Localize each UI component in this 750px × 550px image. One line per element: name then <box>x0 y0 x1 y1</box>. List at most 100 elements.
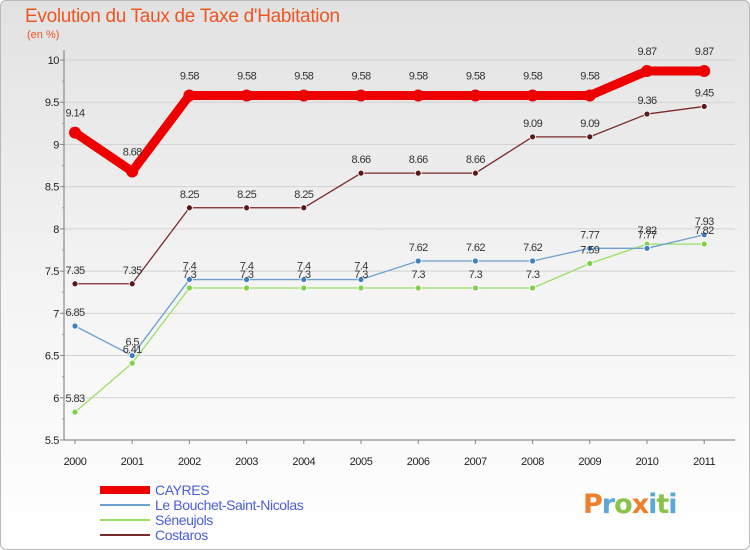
data-labels-group: 9.14 8.68 9.58 9.58 9.58 9.58 9.58 9.58 9.58 9.58… <box>65 46 714 405</box>
data-label: 7.77 <box>637 229 656 241</box>
data-label: 7.62 <box>523 242 542 254</box>
x-tick-label: 2007 <box>464 456 487 468</box>
x-tick-label: 2002 <box>178 456 201 468</box>
proxiti-logo: Proxiti <box>583 489 678 520</box>
data-label: 9.58 <box>580 70 599 82</box>
x-tick-label: 2000 <box>64 456 87 468</box>
data-point <box>185 204 193 212</box>
chart-unit-label: (en %) <box>27 29 60 41</box>
data-label: 7.35 <box>65 265 84 277</box>
data-point <box>641 64 653 77</box>
data-label: 7.4 <box>240 261 254 273</box>
data-label: 7.4 <box>354 261 368 273</box>
data-label: 8.25 <box>237 189 256 201</box>
data-label: 9.58 <box>523 70 542 82</box>
data-label: 6.85 <box>65 307 84 319</box>
y-tick-label: 6 <box>53 393 59 405</box>
data-label: 9.87 <box>637 46 656 58</box>
data-point <box>243 276 251 283</box>
data-point <box>526 89 539 102</box>
data-label: 9.09 <box>580 118 599 130</box>
data-point <box>414 169 422 177</box>
axes <box>60 50 735 444</box>
data-point <box>183 89 196 102</box>
x-tick-label: 2004 <box>292 456 315 468</box>
data-point <box>69 126 81 139</box>
data-point <box>529 284 536 292</box>
series-line-2 <box>74 243 705 413</box>
y-tick-label: 10 <box>48 55 60 67</box>
data-point <box>185 284 193 292</box>
data-label: 9.14 <box>65 108 84 120</box>
data-label: 9.09 <box>523 118 542 130</box>
data-label: 9.45 <box>695 87 714 99</box>
legend-item-costaros: Costaros <box>100 527 420 543</box>
data-point <box>469 89 482 102</box>
data-label: 8.25 <box>180 189 199 201</box>
data-point <box>126 165 139 178</box>
data-point <box>643 244 651 252</box>
x-tick-label: 2010 <box>636 456 659 468</box>
data-label: 7.3 <box>240 269 254 281</box>
legend-label-costaros: Costaros <box>155 527 208 543</box>
data-point <box>700 231 708 239</box>
data-point <box>586 260 594 267</box>
data-label: 7.59 <box>580 245 599 257</box>
data-label: 9.58 <box>351 70 370 82</box>
data-point <box>71 322 79 330</box>
data-point <box>643 110 651 118</box>
data-label: 5.83 <box>65 393 84 405</box>
data-point <box>240 89 253 102</box>
chart-title: Evolution du Taux de Taxe d'Habitation <box>25 6 340 27</box>
data-point <box>357 276 365 283</box>
data-label: 8.25 <box>294 189 313 201</box>
series-line-0 <box>70 66 709 176</box>
data-point <box>471 257 479 265</box>
data-point <box>128 359 136 367</box>
y-tick-label: 7 <box>53 308 59 320</box>
y-tick-label: 7.5 <box>45 266 59 278</box>
data-point <box>529 257 536 265</box>
data-label: 9.58 <box>466 70 485 82</box>
logo-letter: x <box>631 489 649 520</box>
data-label: 9.58 <box>180 70 199 82</box>
grid-lines <box>64 59 735 441</box>
legend-item-le-bouchet: Le Bouchet-Saint-Nicolas <box>100 497 420 513</box>
data-label: 8.66 <box>466 154 485 166</box>
x-axis-ticks: 2000 2001 2002 2003 2004 2005 2006 2007 2008 2009… <box>64 456 716 468</box>
data-label: 7.93 <box>695 216 714 228</box>
legend-swatch-cayres <box>100 486 150 494</box>
data-point <box>583 89 596 102</box>
data-label: 9.36 <box>637 95 656 107</box>
data-point <box>71 408 79 416</box>
legend-swatch-seneujols <box>100 519 150 521</box>
x-tick-label: 2009 <box>578 456 601 468</box>
y-tick-label: 9.5 <box>45 97 59 109</box>
data-point <box>700 240 708 248</box>
data-point <box>243 284 251 292</box>
data-point <box>300 204 308 212</box>
data-label: 7.4 <box>183 261 197 273</box>
y-axis-ticks: 5.5 6 6.5 7 7.5 8 8.5 9 9.5 10 <box>45 55 60 447</box>
data-label: 7.77 <box>580 229 599 241</box>
data-point <box>185 276 193 283</box>
series-line-3 <box>74 105 705 285</box>
data-point <box>414 284 422 292</box>
data-label: 6.41 <box>123 344 142 356</box>
y-tick-label: 5.5 <box>45 435 59 447</box>
data-label: 9.87 <box>695 46 714 58</box>
data-point <box>128 352 136 359</box>
x-tick-label: 2011 <box>693 456 715 468</box>
y-tick-label: 6.5 <box>45 351 59 363</box>
data-label: 7.4 <box>297 261 311 273</box>
data-label: 8.66 <box>351 154 370 166</box>
data-point <box>698 64 711 77</box>
data-label: 7.3 <box>297 269 311 281</box>
data-label: 7.3 <box>526 269 540 281</box>
legend-item-cayres: CAYRES <box>100 482 420 498</box>
data-point <box>471 284 479 292</box>
data-label: 8.68 <box>123 146 142 158</box>
data-point <box>412 89 425 102</box>
data-label: 9.58 <box>409 70 428 82</box>
